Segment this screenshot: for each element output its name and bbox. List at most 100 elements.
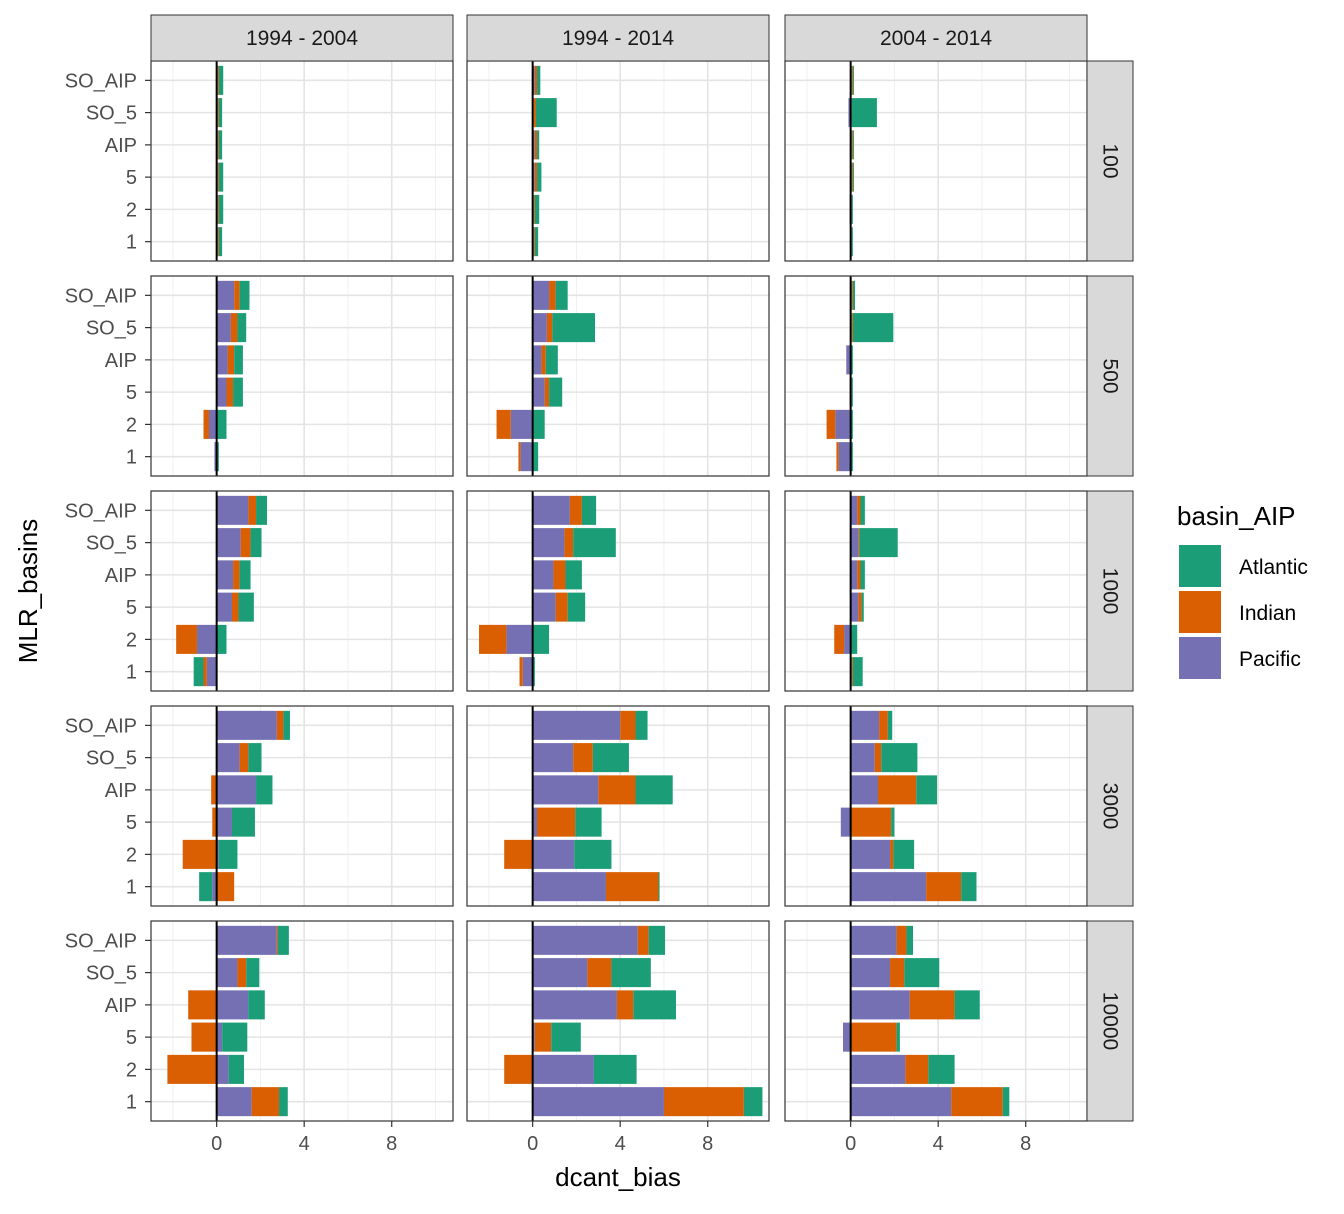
row-strip-label: 500: [1099, 358, 1122, 393]
bar-indian-5: [226, 377, 234, 407]
bar-indian-2: [496, 409, 511, 439]
bar-pacific-so-aip: [850, 495, 858, 525]
bar-atlantic-aip: [545, 345, 558, 375]
row-strip-background: [1086, 705, 1134, 907]
bar-atlantic-so-5: [535, 98, 557, 128]
bar-atlantic-so-5: [552, 313, 596, 343]
bar-indian-so-5: [546, 313, 553, 343]
bar-indian-2: [533, 194, 535, 224]
y-tick-label: SO_5: [86, 748, 137, 770]
bar-pacific-so-5: [216, 528, 241, 558]
bar-atlantic-so-aip: [860, 495, 865, 525]
column-strip-background: [466, 14, 770, 62]
bar-atlantic-5: [231, 807, 255, 837]
bar-indian-so-aip: [534, 65, 538, 95]
y-tick-label: AIP: [105, 995, 137, 1017]
bar-pacific-2: [835, 409, 851, 439]
bar-indian-2: [167, 1054, 217, 1084]
y-tick-label: 5: [126, 1027, 137, 1049]
bar-indian-so-aip: [549, 280, 556, 310]
row-strip-1000: 1000: [1086, 490, 1134, 692]
bar-indian-2: [504, 839, 533, 869]
bar-atlantic-1: [199, 872, 213, 902]
bar-atlantic-1: [1002, 1087, 1010, 1117]
bar-pacific-aip: [532, 990, 617, 1020]
bar-atlantic-so-5: [904, 958, 940, 988]
panel-background: [785, 491, 1087, 691]
panel-1994-2014-3000: [466, 705, 770, 907]
bar-indian-2: [890, 839, 894, 869]
bar-atlantic-aip: [256, 775, 273, 805]
y-tick-label: 2: [126, 199, 137, 221]
bar-atlantic-aip: [635, 775, 673, 805]
bar-pacific-aip: [216, 775, 257, 805]
panel-background: [785, 276, 1087, 476]
panel-border: [150, 705, 454, 907]
bar-atlantic-aip: [633, 990, 676, 1020]
bar-indian-so-aip: [620, 710, 636, 740]
bar-indian-so-aip: [879, 710, 888, 740]
bar-pacific-so-aip: [532, 925, 638, 955]
bar-pacific-so-aip: [216, 925, 277, 955]
bar-pacific-2: [532, 1054, 594, 1084]
bar-atlantic-1: [534, 227, 539, 257]
bar-atlantic-so-aip: [283, 710, 290, 740]
bar-pacific-2: [532, 839, 575, 869]
bar-indian-5: [858, 592, 862, 622]
bar-atlantic-2: [216, 624, 227, 654]
bar-atlantic-2: [532, 409, 545, 439]
bar-indian-aip: [878, 775, 917, 805]
bar-indian-2: [905, 1054, 929, 1084]
bar-indian-1: [251, 1087, 280, 1117]
y-tick-label: 5: [126, 167, 137, 189]
bar-indian-1: [851, 657, 853, 687]
y-tick-label: 1: [126, 232, 137, 254]
bar-indian-so-5: [851, 313, 853, 343]
x-axis-1994-2014: 0 4 8: [527, 1121, 713, 1155]
panel-background: [151, 921, 453, 1121]
bar-indian-1: [926, 872, 962, 902]
bar-indian-1: [203, 657, 207, 687]
bar-pacific-1: [212, 872, 217, 902]
bar-indian-2: [479, 624, 507, 654]
bar-indian-so-5: [533, 98, 536, 128]
bar-pacific-5: [532, 162, 535, 192]
column-strip-background: [150, 14, 454, 62]
bar-atlantic-5: [896, 1022, 900, 1052]
bar-pacific-1: [850, 1087, 952, 1117]
bar-indian-so-5: [237, 958, 247, 988]
bar-atlantic-2: [228, 1054, 245, 1084]
legend-label-indian: Indian: [1239, 602, 1296, 625]
bar-indian-so-aip: [637, 925, 649, 955]
panel-1994-2004-1000: [150, 490, 454, 692]
bar-atlantic-2: [851, 194, 853, 224]
bar-atlantic-so-5: [218, 98, 223, 128]
bar-atlantic-2: [216, 409, 227, 439]
panel-background: [467, 61, 769, 261]
bar-indian-so-5: [240, 528, 251, 558]
bar-atlantic-2: [928, 1054, 955, 1084]
bar-indian-aip: [227, 345, 235, 375]
bar-atlantic-2: [218, 839, 238, 869]
bar-indian-so-aip: [851, 280, 853, 310]
y-tick-label: 5: [126, 597, 137, 619]
bar-indian-2: [217, 194, 219, 224]
y-tick-label: AIP: [105, 350, 137, 372]
legend-key-indian: [1179, 591, 1221, 633]
legend-title: basin_AIP: [1177, 501, 1296, 531]
y-tick-label: 2: [126, 1059, 137, 1081]
x-tick-label: 0: [527, 1133, 538, 1155]
row-strip-10000: 10000: [1086, 920, 1134, 1122]
x-axis-2004-2014: 0 4 8: [845, 1121, 1031, 1155]
bar-indian-aip: [851, 130, 853, 160]
bar-pacific-so-5: [532, 528, 565, 558]
bar-atlantic-so-aip: [256, 495, 267, 525]
bar-atlantic-so-5: [250, 528, 262, 558]
bar-pacific-aip: [846, 345, 851, 375]
panel-background: [151, 706, 453, 906]
y-tick-label: 5: [126, 382, 137, 404]
bar-indian-so-5: [858, 528, 860, 558]
bar-indian-so-aip: [857, 495, 861, 525]
y-axis-100: SO_AIP SO_5 AIP 5 2 1: [65, 70, 151, 254]
